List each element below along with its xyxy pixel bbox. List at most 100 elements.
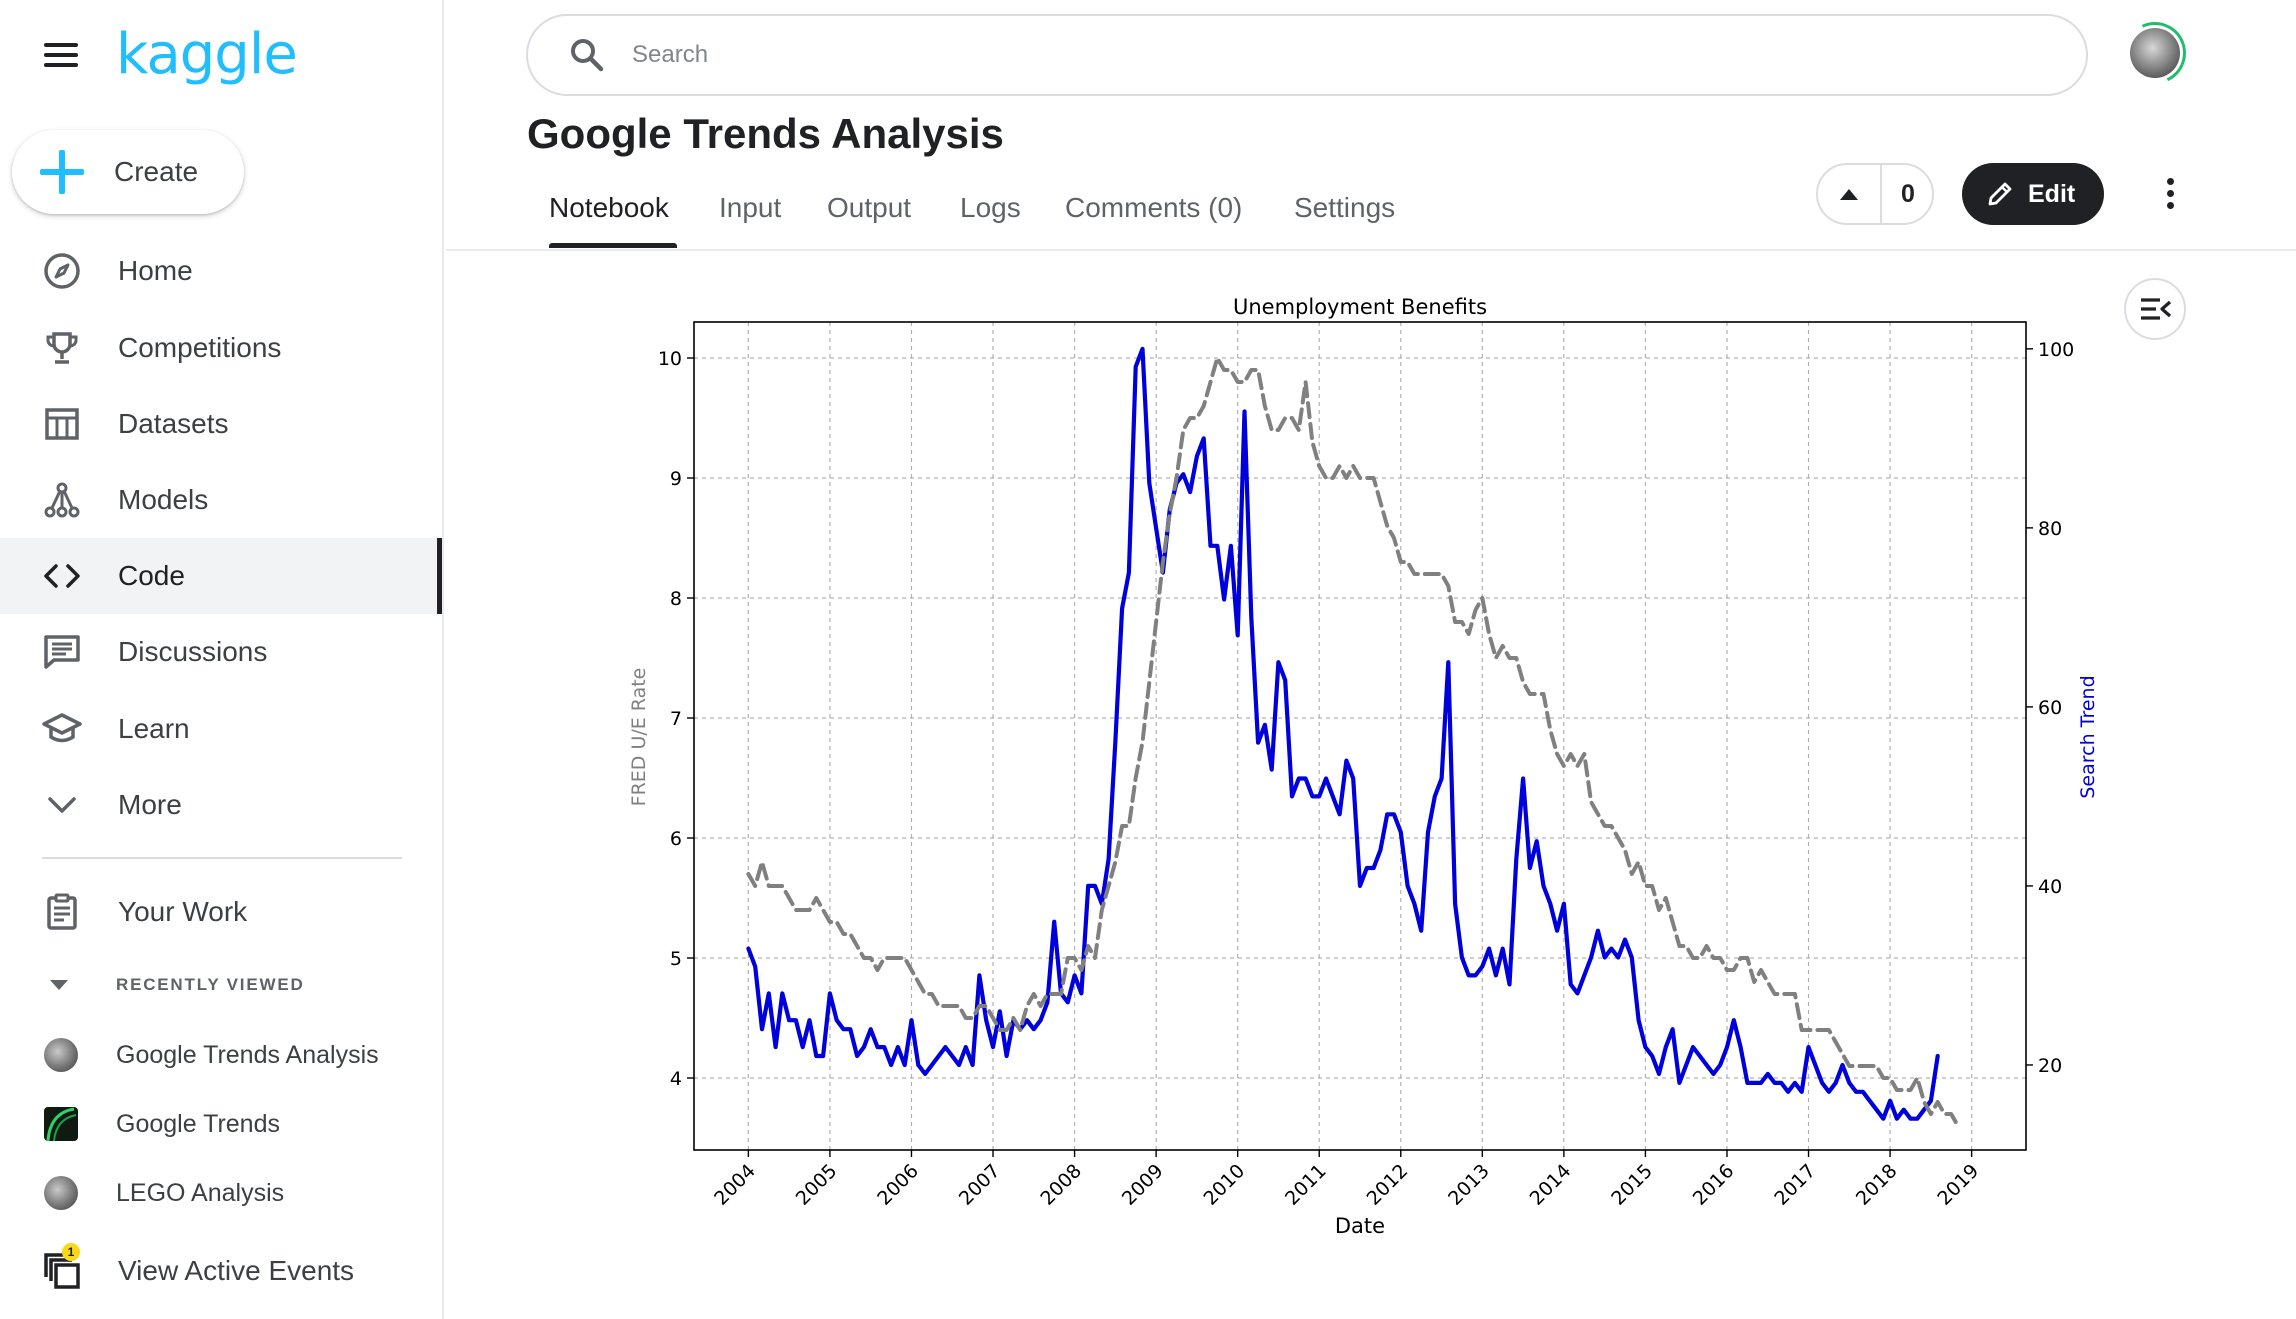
code-icon xyxy=(40,554,84,598)
y-left-tick-label: 10 xyxy=(658,348,682,370)
sidebar-item-label: Home xyxy=(118,255,193,286)
sidebar-item-home[interactable]: Home xyxy=(0,233,442,309)
x-tick-label: 2014 xyxy=(1526,1160,1576,1210)
y-right-tick-label: 60 xyxy=(2038,697,2062,719)
clipboard-icon xyxy=(40,890,84,934)
sidebar-item-view-active-events[interactable]: 1 View Active Events xyxy=(0,1233,442,1309)
sidebar-item-models[interactable]: Models xyxy=(0,462,442,538)
recent-item[interactable]: Google Trends xyxy=(0,1094,442,1154)
upvote-icon[interactable] xyxy=(1840,189,1858,200)
y-left-tick-label: 6 xyxy=(670,828,682,850)
sidebar-item-datasets[interactable]: Datasets xyxy=(0,386,442,462)
toc-icon xyxy=(2140,297,2172,328)
x-tick-label: 2011 xyxy=(1281,1160,1331,1210)
table-icon xyxy=(40,402,84,446)
models-icon xyxy=(40,478,84,522)
active-tab-indicator xyxy=(549,243,677,248)
x-tick-label: 2018 xyxy=(1852,1160,1902,1210)
vote-widget: 0 xyxy=(1816,163,1934,225)
x-tick-label: 2005 xyxy=(792,1160,842,1210)
y-left-tick-label: 9 xyxy=(670,468,682,490)
y-left-tick-label: 8 xyxy=(670,588,682,610)
compass-icon xyxy=(40,249,84,293)
trophy-icon xyxy=(40,326,84,370)
chevron-down-icon xyxy=(40,783,84,827)
sidebar-divider xyxy=(42,857,402,859)
x-tick-label: 2004 xyxy=(710,1160,760,1210)
y-left-tick-label: 5 xyxy=(670,948,682,970)
search-bar[interactable]: Search xyxy=(526,14,2088,96)
y-right-label: Search Trend xyxy=(2077,675,2099,798)
avatar[interactable] xyxy=(2130,28,2180,78)
recent-item-label: Google Trends Analysis xyxy=(116,1040,379,1069)
x-tick-label: 2015 xyxy=(1607,1160,1657,1210)
plus-icon xyxy=(40,150,84,194)
x-tick-label: 2008 xyxy=(1036,1160,1086,1210)
search-input[interactable]: Search xyxy=(632,41,709,68)
recent-item-label: Google Trends xyxy=(116,1109,280,1138)
sidebar-item-label: Competitions xyxy=(118,332,282,363)
sidebar-item-your-work[interactable]: Your Work xyxy=(0,874,442,950)
sidebar-item-code[interactable]: Code xyxy=(0,538,442,614)
kaggle-logo[interactable]: kaggle xyxy=(116,22,298,87)
notebook-thumbnail xyxy=(44,1176,78,1210)
edit-button[interactable]: Edit xyxy=(1962,163,2104,225)
x-tick-label: 2006 xyxy=(873,1160,923,1210)
header-divider xyxy=(446,249,2296,251)
search-icon xyxy=(568,36,606,79)
pencil-icon xyxy=(1986,180,2014,213)
y-right-tick-label: 100 xyxy=(2038,339,2074,361)
sidebar-item-label: Datasets xyxy=(118,408,229,439)
unemployment-chart: Unemployment Benefits FRED U/E Rate Sear… xyxy=(628,295,2099,1238)
y-left-label: FRED U/E Rate xyxy=(628,668,650,807)
x-tick-label: 2017 xyxy=(1770,1160,1820,1210)
edit-label: Edit xyxy=(2028,179,2076,208)
fred-rate-line xyxy=(746,356,1960,1128)
create-button[interactable]: Create xyxy=(12,130,244,214)
x-tick-label: 2010 xyxy=(1199,1160,1249,1210)
y-left-tick-label: 7 xyxy=(670,708,682,730)
sidebar-item-label: View Active Events xyxy=(118,1255,355,1286)
menu-icon[interactable] xyxy=(44,43,78,67)
plot-frame xyxy=(693,321,2027,1151)
vote-separator xyxy=(1880,165,1882,223)
sidebar-item-label: Discussions xyxy=(118,636,268,667)
vote-count: 0 xyxy=(1901,179,1915,208)
x-tick-label: 2009 xyxy=(1118,1160,1168,1210)
sidebar-item-label: Models xyxy=(118,484,209,515)
create-label: Create xyxy=(114,156,199,187)
recently-viewed-header[interactable]: RECENTLY VIEWED xyxy=(44,970,303,1000)
x-tick-label: 2007 xyxy=(955,1160,1005,1210)
y-left-tick-label: 4 xyxy=(670,1068,682,1090)
sidebar-item-learn[interactable]: Learn xyxy=(0,691,442,767)
tab-output[interactable]: Output xyxy=(827,192,912,223)
notebook-thumbnail xyxy=(44,1038,78,1072)
recent-item[interactable]: LEGO Analysis xyxy=(0,1163,442,1223)
school-icon xyxy=(40,707,84,751)
sidebar-item-competitions[interactable]: Competitions xyxy=(0,310,442,386)
sidebar-item-label: More xyxy=(118,789,182,820)
y-right-tick-label: 40 xyxy=(2038,876,2062,898)
tab-comments[interactable]: Comments (0) xyxy=(1065,192,1243,223)
more-options-icon[interactable] xyxy=(2164,178,2176,212)
events-badge: 1 xyxy=(62,1243,80,1261)
sidebar-item-discussions[interactable]: Discussions xyxy=(0,614,442,690)
chart-title: Unemployment Benefits xyxy=(1233,295,1487,319)
page-title: Google Trends Analysis xyxy=(527,110,1004,157)
sidebar-item-more[interactable]: More xyxy=(0,767,442,843)
recent-item[interactable]: Google Trends Analysis xyxy=(0,1025,442,1085)
table-of-contents-button[interactable] xyxy=(2124,278,2186,340)
recent-item-label: LEGO Analysis xyxy=(116,1178,285,1207)
caret-down-icon xyxy=(50,980,68,990)
tab-settings[interactable]: Settings xyxy=(1294,192,1396,223)
tab-notebook[interactable]: Notebook xyxy=(549,192,669,223)
tab-input[interactable]: Input xyxy=(719,192,782,223)
sidebar-item-label: Your Work xyxy=(118,896,248,927)
tab-logs[interactable]: Logs xyxy=(960,192,1021,223)
search-trend-line xyxy=(746,346,1940,1121)
y-right-tick-label: 20 xyxy=(2038,1055,2062,1077)
sidebar-item-label: Learn xyxy=(118,713,190,744)
x-tick-label: 2012 xyxy=(1363,1160,1413,1210)
comments-icon xyxy=(40,630,84,674)
x-axis-label: Date xyxy=(1335,1214,1385,1238)
